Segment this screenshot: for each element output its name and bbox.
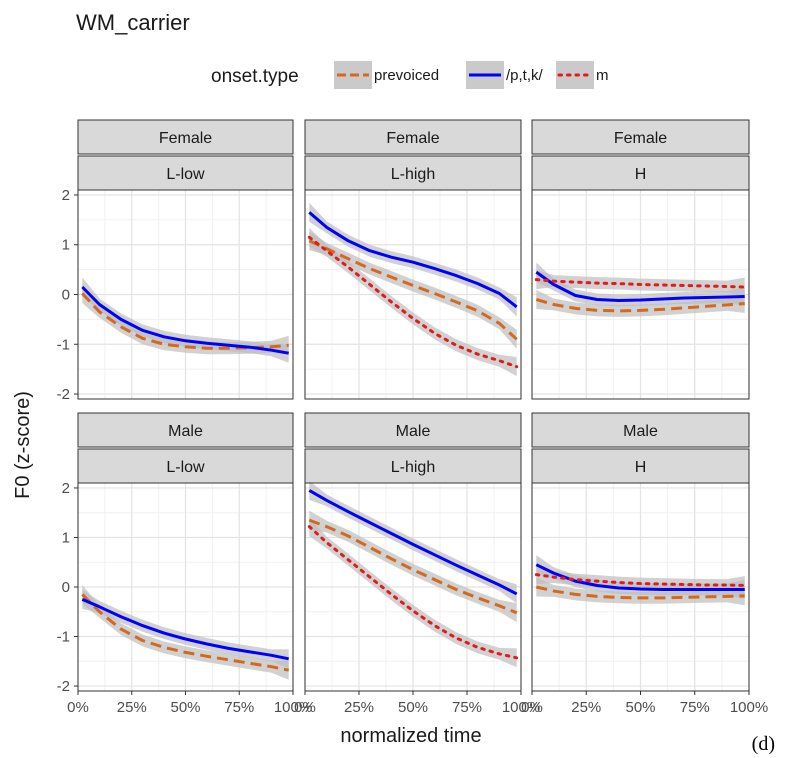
strip-col-label: L-low <box>166 459 205 476</box>
panel-male-l-low: Male L-low -2 -1 0 1 2 0% 25% 50% 75% 100% <box>57 412 312 716</box>
series-line-ptk <box>535 563 745 591</box>
x-tick-label: 50% <box>170 699 200 716</box>
panel-male-h: Male H 0% 25% 50% 75% 100% <box>521 412 768 716</box>
x-tick-label: 50% <box>398 699 428 716</box>
series-line-prevoiced <box>308 239 518 341</box>
x-tick-label: 25% <box>571 699 601 716</box>
strip-col-label: L-high <box>391 166 435 183</box>
panel-male-l-high: Male L-high 0% 25% 50% 75% 100% <box>294 412 540 716</box>
series-line-prevoiced <box>308 518 518 615</box>
x-tick-label: 75% <box>452 699 482 716</box>
strip-col-box <box>531 448 750 484</box>
x-tick-label: 25% <box>117 699 147 716</box>
series-line-ptk <box>81 598 289 661</box>
strip-col-label: L-low <box>166 166 205 183</box>
series-line-ptk <box>308 489 518 596</box>
x-tick-label: 0% <box>521 699 543 716</box>
series-line-m <box>307 235 519 369</box>
strip-row-label: Male <box>168 423 203 440</box>
x-tick-label: 50% <box>625 699 655 716</box>
x-tick-label: 100% <box>274 699 312 716</box>
strip-row-box <box>304 412 522 448</box>
x-tick-label: 0% <box>294 699 316 716</box>
strip-row-label: Male <box>396 423 431 440</box>
legend: onset.type prevoiced/p,t,k/m <box>211 61 609 89</box>
legend-title: onset.type <box>211 66 299 87</box>
strip-row-label: Female <box>159 130 212 147</box>
y-tick-label: 2 <box>62 187 70 204</box>
confidence-band <box>309 480 517 604</box>
confidence-band <box>536 262 745 307</box>
confidence-band <box>82 277 289 363</box>
confidence-band <box>82 584 289 680</box>
y-tick-label: -2 <box>57 386 70 403</box>
series-line-prevoiced <box>535 298 745 313</box>
legend-entry-label: prevoiced <box>374 67 439 84</box>
panel-border <box>531 189 750 400</box>
strip-row-label: Male <box>623 423 658 440</box>
series-line-m <box>307 525 519 660</box>
series-line-prevoiced <box>81 593 289 672</box>
figure-caption: (d) <box>751 733 775 755</box>
confidence-band <box>309 227 517 377</box>
legend-entry-label: m <box>596 67 609 84</box>
series-line-m <box>534 573 747 587</box>
strip-col-label: L-high <box>391 459 435 476</box>
y-tick-label: 0 <box>62 287 70 304</box>
strip-col-label: H <box>635 459 647 476</box>
strip-row-label: Female <box>386 130 439 147</box>
strip-col-box <box>304 155 522 191</box>
confidence-band <box>82 284 289 355</box>
strip-col-box <box>77 448 294 484</box>
y-tick-label: 1 <box>62 237 70 254</box>
panel-border <box>304 189 522 400</box>
panel-grid: FemaleL-low-2-1012FemaleL-highFemaleHMal… <box>57 119 768 716</box>
panel-female-h: Female H <box>531 119 750 400</box>
y-tick-label: -1 <box>57 336 70 353</box>
y-tick-label: 2 <box>62 480 70 497</box>
strip-row-box <box>531 412 750 448</box>
confidence-band <box>309 231 517 349</box>
strip-row-box <box>77 119 294 155</box>
confidence-band <box>309 517 517 668</box>
series-line-m <box>534 278 747 289</box>
confidence-band <box>536 565 745 595</box>
series-line-ptk <box>81 285 289 355</box>
x-axis-label: normalized time <box>340 725 481 747</box>
y-tick-label: 0 <box>62 579 70 596</box>
x-tick-label: 75% <box>680 699 710 716</box>
series-line-ptk <box>308 211 518 309</box>
x-tick-label: 100% <box>730 699 768 716</box>
chart-title: WM_carrier <box>76 10 190 35</box>
confidence-band <box>309 202 517 317</box>
strip-row-label: Female <box>614 130 667 147</box>
y-tick-label: -1 <box>57 629 70 646</box>
y-axis-label: F0 (z-score) <box>12 391 34 499</box>
x-tick-label: 0% <box>67 699 89 716</box>
strip-row-box <box>77 412 294 448</box>
strip-row-box <box>304 119 522 155</box>
series-line-ptk <box>535 270 745 302</box>
strip-col-label: H <box>635 166 647 183</box>
x-tick-label: 100% <box>502 699 540 716</box>
strip-col-box <box>304 448 522 484</box>
y-tick-label: -2 <box>57 678 70 695</box>
legend-entry-label: /p,t,k/ <box>506 67 544 84</box>
series-line-prevoiced <box>535 585 745 600</box>
y-tick-label: 1 <box>62 529 70 546</box>
x-tick-label: 25% <box>344 699 374 716</box>
strip-row-box <box>531 119 750 155</box>
x-tick-label: 75% <box>224 699 254 716</box>
panel-female-l-high: Female L-high <box>304 119 522 400</box>
panel-female-l-low: Female L-low -2 -1 0 1 2 <box>57 119 294 403</box>
